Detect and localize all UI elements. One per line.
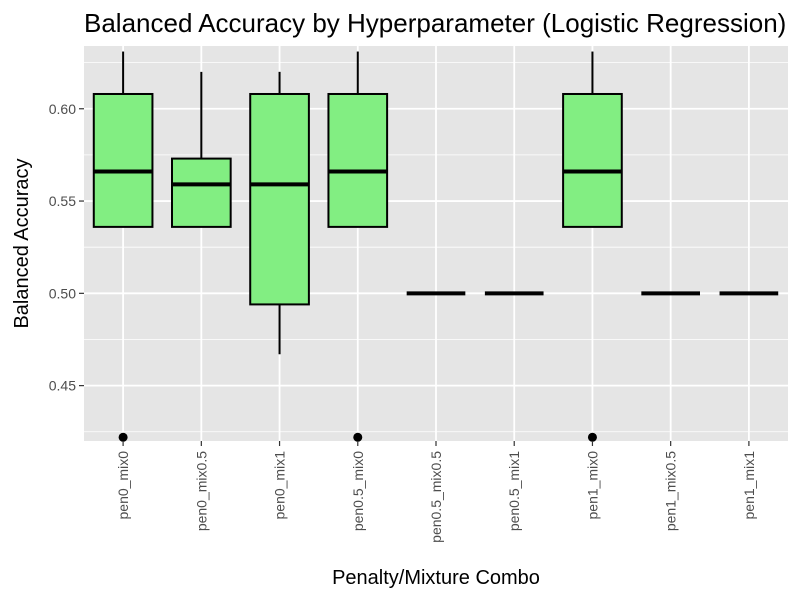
box-iqr [171, 157, 232, 228]
box-pen0.5_mix0 [327, 51, 389, 442]
x-tick-label: pen0_mix0 [115, 451, 131, 520]
y-tick-label: 0.60 [49, 101, 76, 117]
chart-title: Balanced Accuracy by Hyperparameter (Log… [84, 8, 786, 38]
y-tick-label: 0.50 [49, 285, 76, 301]
box-pen0_mix0 [92, 51, 154, 442]
y-tick-label: 0.45 [49, 378, 76, 394]
box-iqr [92, 92, 154, 228]
x-tick-label: pen1_mix0.5 [663, 451, 679, 531]
box-pen0_mix1 [249, 71, 310, 355]
y-axis-title: Balanced Accuracy [11, 158, 33, 328]
x-tick-label: pen0.5_mix1 [506, 451, 522, 531]
x-tick-label: pen1_mix1 [741, 451, 757, 520]
x-axis: pen0_mix0 pen0_mix0.5 pen0_mix1 pen0.5_mix0… [115, 441, 757, 543]
outlier-point [118, 432, 128, 442]
x-tick-label: pen0.5_mix0 [350, 451, 366, 531]
y-tick-label: 0.55 [49, 193, 76, 209]
box-iqr [327, 92, 389, 228]
x-tick-label: pen1_mix0 [584, 451, 600, 520]
x-tick-label: pen0.5_mix0.5 [428, 451, 444, 543]
outlier-point [353, 432, 363, 442]
box-iqr [249, 92, 310, 306]
y-axis: 0.45 0.50 0.55 0.60 [49, 101, 84, 394]
x-tick-label: pen0_mix0.5 [193, 451, 209, 531]
x-tick-label: pen0_mix1 [272, 451, 288, 520]
outlier-point [587, 432, 597, 442]
boxes [92, 51, 779, 442]
x-axis-title: Penalty/Mixture Combo [332, 567, 540, 589]
box-pen0_mix0.5 [171, 71, 232, 228]
box-iqr [562, 92, 623, 228]
box-pen1_mix0 [562, 51, 623, 442]
